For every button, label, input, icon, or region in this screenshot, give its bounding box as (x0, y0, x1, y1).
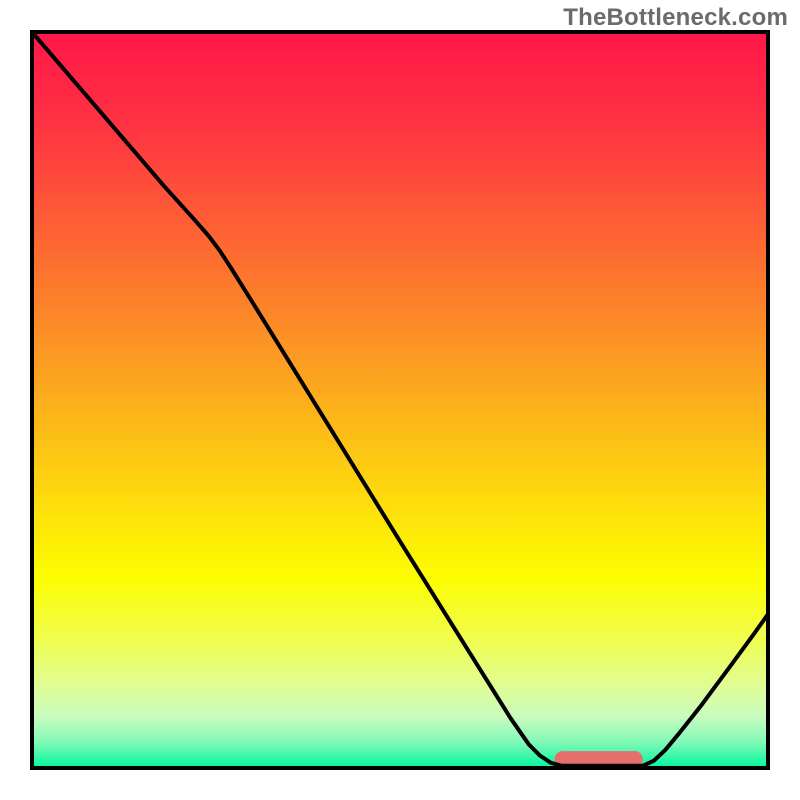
plot-svg (0, 0, 800, 800)
chart-canvas: TheBottleneck.com (0, 0, 800, 800)
gradient-fill (32, 32, 768, 768)
